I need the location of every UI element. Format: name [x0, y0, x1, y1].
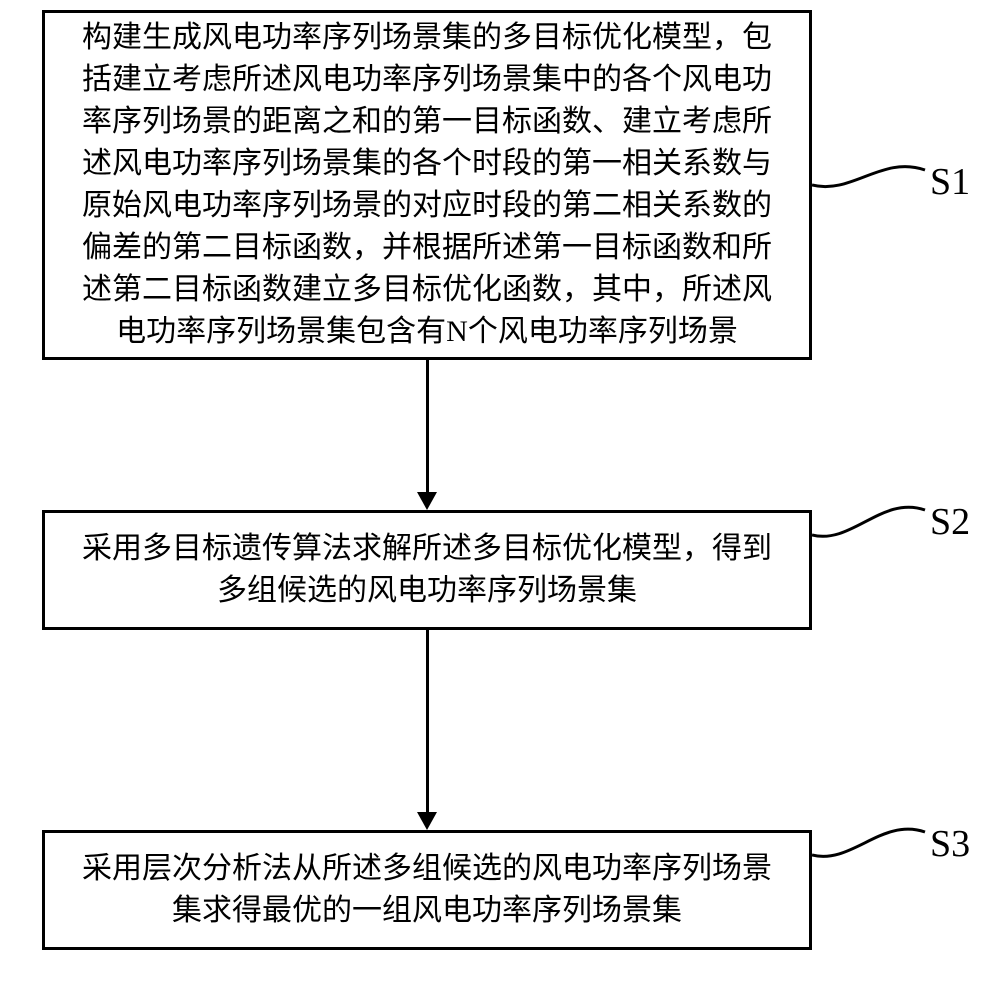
- connector-curve-s3: [812, 812, 932, 872]
- connector-s1-s2: [426, 360, 429, 492]
- arrowhead-s1-s2: [417, 492, 437, 510]
- arrowhead-s2-s3: [417, 812, 437, 830]
- step-label-s2: S2: [930, 500, 970, 544]
- flowchart-step-s2: 采用多目标遗传算法求解所述多目标优化模型，得到多组候选的风电功率序列场景集: [42, 510, 812, 630]
- connector-s2-s3: [426, 630, 429, 812]
- step-s2-text: 采用多目标遗传算法求解所述多目标优化模型，得到多组候选的风电功率序列场景集: [73, 528, 781, 612]
- connector-curve-s2: [812, 490, 932, 550]
- step-label-s3: S3: [930, 822, 970, 866]
- flowchart-step-s3: 采用层次分析法从所述多组候选的风电功率序列场景集求得最优的一组风电功率序列场景集: [42, 830, 812, 950]
- step-s3-text: 采用层次分析法从所述多组候选的风电功率序列场景集求得最优的一组风电功率序列场景集: [73, 848, 781, 932]
- step-s1-text: 构建生成风电功率序列场景集的多目标优化模型，包括建立考虑所述风电功率序列场景集中…: [73, 17, 781, 353]
- flowchart-step-s1: 构建生成风电功率序列场景集的多目标优化模型，包括建立考虑所述风电功率序列场景集中…: [42, 10, 812, 360]
- connector-curve-s1: [812, 145, 932, 205]
- step-label-s1: S1: [930, 160, 970, 204]
